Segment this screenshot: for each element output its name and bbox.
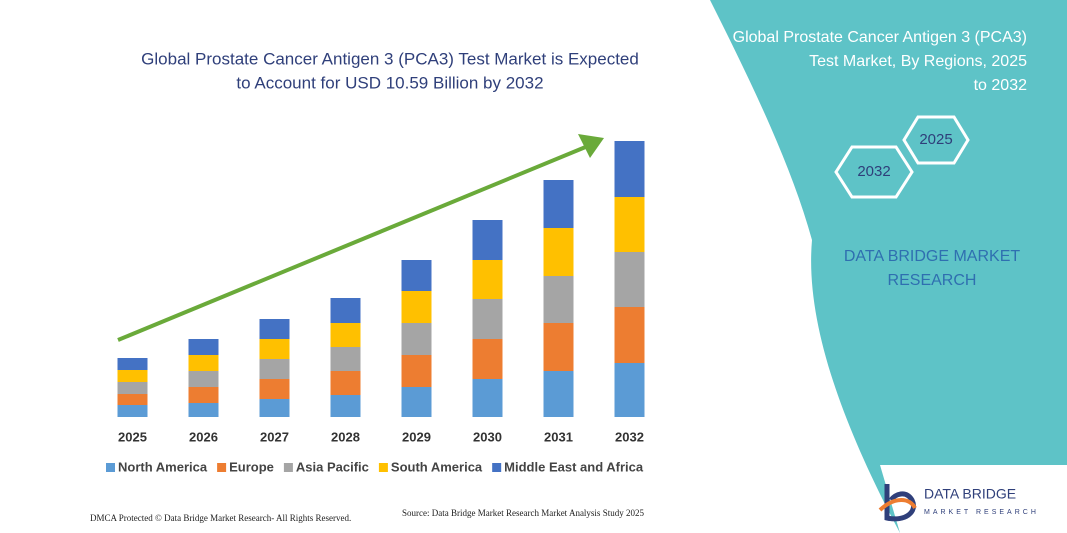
hexagon (902, 115, 970, 165)
legend-label: South America (391, 459, 483, 474)
legend-swatch (492, 463, 502, 472)
bar-segment (614, 307, 645, 363)
bar-segment (614, 141, 645, 197)
bar-segment (188, 387, 219, 403)
logo-name: DATA BRIDGE (924, 486, 1016, 502)
logo-area (880, 465, 1067, 533)
bar-segment (117, 405, 148, 417)
trend-arrow (117, 144, 589, 342)
bar-segment (543, 371, 574, 417)
panel-title: Global Prostate Cancer Antigen 3 (PCA3) (733, 29, 1027, 46)
bar-segment (543, 323, 574, 371)
bar-segment (117, 370, 148, 382)
bar-segment (401, 260, 432, 291)
hexagon (834, 145, 914, 199)
source: Source: Data Bridge Market Research Mark… (402, 508, 644, 518)
bar-segment (401, 387, 432, 417)
bar-segment (188, 355, 219, 371)
bar-segment (401, 323, 432, 355)
logo-icon (884, 484, 916, 522)
bar-segment (330, 347, 361, 371)
bar-segment (401, 355, 432, 387)
bar-segment (543, 276, 574, 323)
bar-segment (259, 339, 290, 359)
legend-swatch (283, 463, 293, 472)
hex-label: 2032 (857, 163, 890, 180)
trend-arrowhead (578, 134, 604, 158)
chart-title: to Account for USD 10.59 Billion by 2032 (236, 73, 543, 92)
dmca: DMCA Protected © Data Bridge Market Rese… (90, 513, 351, 523)
legend-label: North America (118, 459, 208, 474)
bar-segment (117, 382, 148, 394)
bar-segment (472, 379, 503, 417)
bar-segment (330, 298, 361, 323)
teal-panel (710, 0, 1067, 533)
bar-segment (259, 379, 290, 399)
logo-icon (878, 498, 917, 512)
x-tick-label: 2030 (473, 429, 502, 444)
bar-segment (401, 291, 432, 323)
chart-title: Global Prostate Cancer Antigen 3 (PCA3) … (141, 49, 639, 68)
legend-swatch (378, 463, 388, 472)
bar-segment (117, 358, 148, 370)
x-tick-label: 2025 (118, 429, 147, 444)
bar-segment (543, 180, 574, 228)
legend-label: Asia Pacific (296, 459, 369, 474)
x-tick-label: 2031 (544, 429, 573, 444)
logo-sub: MARKET RESEARCH (924, 509, 1039, 516)
bar-segment (472, 260, 503, 299)
bar-segment (330, 395, 361, 417)
bar-segment (117, 394, 148, 405)
x-tick-label: 2032 (615, 429, 644, 444)
bar-segment (614, 252, 645, 307)
bar-segment (472, 220, 503, 260)
brand: DATA BRIDGE MARKET (844, 248, 1021, 265)
bar-segment (543, 228, 574, 276)
legend-swatch (106, 463, 115, 472)
bar-segment (259, 399, 290, 417)
x-tick-label: 2028 (331, 429, 360, 444)
bar-segment (330, 323, 361, 347)
bar-segment (614, 363, 645, 417)
bar-segment (614, 197, 645, 252)
x-tick-label: 2027 (260, 429, 289, 444)
bar-segment (472, 339, 503, 379)
panel-title: to 2032 (974, 77, 1027, 94)
bar-segment (188, 403, 219, 417)
brand: RESEARCH (888, 272, 977, 289)
legend-label: Europe (229, 459, 274, 474)
hex-label: 2025 (919, 131, 952, 148)
bar-segment (259, 359, 290, 379)
bar-segment (259, 319, 290, 339)
x-tick-label: 2026 (189, 429, 218, 444)
x-tick-label: 2029 (402, 429, 431, 444)
bar-segment (330, 371, 361, 395)
legend-swatch (217, 463, 227, 472)
bar-segment (472, 299, 503, 339)
panel-title: Test Market, By Regions, 2025 (809, 53, 1027, 70)
bar-segment (188, 371, 219, 387)
legend-label: Middle East and Africa (504, 459, 644, 474)
bar-segment (188, 339, 219, 355)
